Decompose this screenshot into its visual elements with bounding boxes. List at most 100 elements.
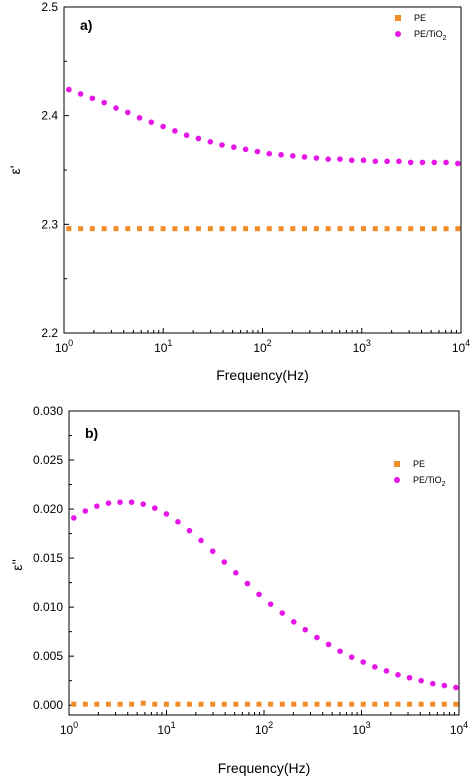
data-point (290, 226, 296, 232)
data-point (396, 158, 402, 165)
data-point (443, 226, 449, 232)
data-point (431, 226, 437, 232)
y-tick-label: 0.000 (33, 698, 63, 712)
data-point (254, 226, 260, 232)
legend-label: PE/TiO2 (413, 475, 446, 488)
data-point (195, 226, 201, 232)
data-point (406, 674, 413, 681)
data-point (418, 701, 424, 707)
data-point (266, 150, 273, 157)
x-tick-label: 101 (157, 720, 175, 737)
series-pe (71, 700, 459, 707)
legend-label: PE (413, 459, 425, 469)
data-point (207, 226, 213, 232)
data-point (430, 701, 436, 707)
data-point (361, 226, 367, 232)
data-point (124, 109, 131, 116)
data-point (129, 701, 135, 707)
x-tick-label: 104 (452, 338, 470, 355)
panel-b-loss: 100 101 102 103 104 0.000 0.005 0.010 0.015 0.020… (9, 404, 468, 776)
data-point (243, 226, 249, 232)
data-point (419, 226, 425, 232)
data-point (184, 226, 190, 232)
data-point (183, 132, 190, 139)
data-point (175, 519, 181, 525)
data-point (314, 634, 320, 641)
data-point (325, 156, 331, 162)
data-point (383, 668, 390, 674)
data-point (137, 226, 143, 232)
y-axis-title: ε'' (9, 559, 25, 571)
data-point (136, 115, 143, 121)
data-point (360, 701, 366, 707)
data-point (301, 154, 308, 160)
series-pe-tio2 (66, 86, 461, 167)
data-point (66, 226, 72, 232)
data-point (337, 701, 343, 707)
data-point (325, 641, 332, 648)
data-point (101, 226, 107, 232)
data-point (140, 501, 147, 507)
data-point (82, 701, 88, 707)
data-point (113, 105, 119, 111)
y-tick-label: 0.005 (33, 649, 63, 663)
data-point (163, 701, 169, 707)
data-point (453, 684, 459, 691)
data-point (66, 86, 72, 93)
data-point (94, 503, 100, 509)
x-tick-label: 100 (60, 720, 78, 737)
y-tick-label: 2.4 (41, 109, 58, 123)
panel-a-permittivity: 100 101 102 103 104 2.2 2.3 2.4 2.5 Frequency(Hz)… (7, 0, 470, 383)
data-point (128, 499, 135, 506)
x-tick-label: 100 (55, 338, 73, 355)
data-point (360, 157, 367, 164)
data-point (325, 226, 331, 232)
data-point (337, 156, 343, 162)
legend-marker (394, 461, 400, 467)
data-point (140, 700, 146, 706)
data-point (198, 537, 204, 544)
data-point (209, 548, 216, 555)
data-point (455, 160, 461, 167)
data-point (348, 157, 355, 164)
data-point (326, 701, 332, 707)
y-tick-label: 0.010 (33, 600, 63, 614)
data-point (384, 158, 390, 165)
data-point (443, 159, 449, 166)
data-point (254, 148, 261, 155)
data-point (231, 226, 237, 232)
data-point (256, 591, 262, 598)
legend-label: PE/TiO2 (414, 29, 447, 42)
data-point (302, 701, 308, 707)
data-point (418, 677, 424, 684)
data-point (407, 159, 414, 166)
data-point (256, 701, 262, 707)
data-point (349, 226, 355, 232)
data-point (151, 505, 158, 511)
data-point (396, 226, 402, 232)
data-point (78, 226, 84, 232)
data-point (221, 559, 228, 565)
data-point (302, 626, 309, 633)
data-point (172, 226, 178, 232)
data-point (89, 95, 96, 102)
data-point (348, 654, 355, 660)
data-point (125, 226, 131, 232)
data-point (160, 226, 166, 232)
legend-marker (395, 31, 401, 37)
x-axis-title: Frequency(Hz) (218, 760, 311, 776)
data-point (279, 701, 285, 707)
data-point (117, 701, 123, 707)
data-point (337, 648, 343, 655)
data-point (163, 511, 170, 517)
data-point (77, 91, 84, 97)
data-point (268, 701, 274, 707)
data-point (266, 226, 272, 232)
data-point (82, 508, 89, 514)
x-tick-label: 104 (450, 720, 468, 737)
plot-frame (68, 410, 460, 716)
data-point (210, 701, 216, 707)
data-point (408, 226, 414, 232)
data-point (278, 151, 284, 158)
